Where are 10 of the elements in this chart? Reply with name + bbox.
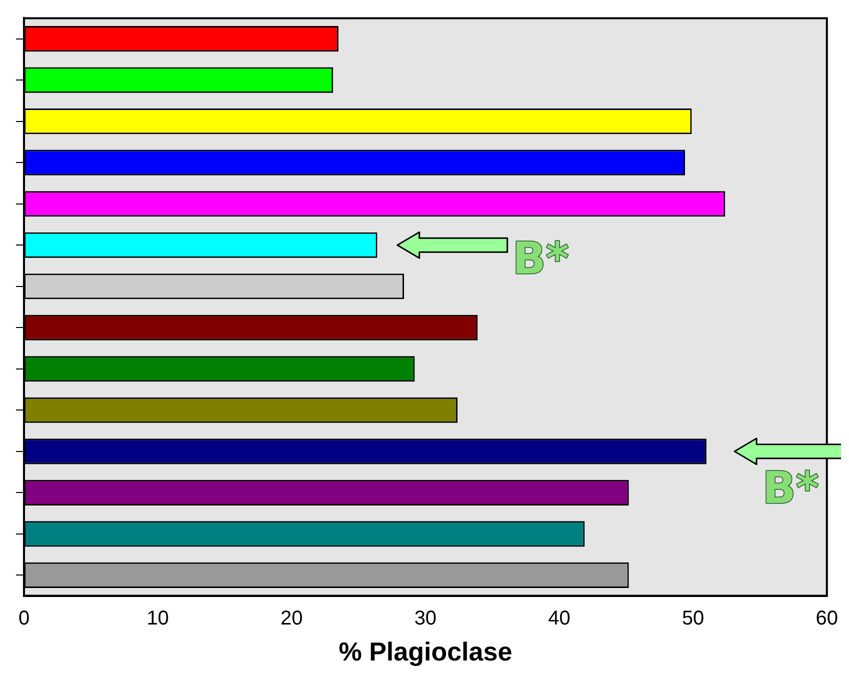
x-axis-title: % Plagioclase	[338, 636, 512, 667]
x-tick-label: 50	[682, 607, 704, 630]
x-tick-label: 40	[548, 607, 570, 630]
x-tick-label: 60	[816, 607, 838, 630]
x-tick-label: 0	[18, 607, 30, 630]
x-tick-label: 10	[146, 607, 169, 630]
annotation: B*	[762, 462, 819, 514]
x-tick-label: 20	[280, 607, 303, 630]
x-tick-label: 30	[414, 607, 437, 630]
annotation: B*	[512, 234, 569, 285]
